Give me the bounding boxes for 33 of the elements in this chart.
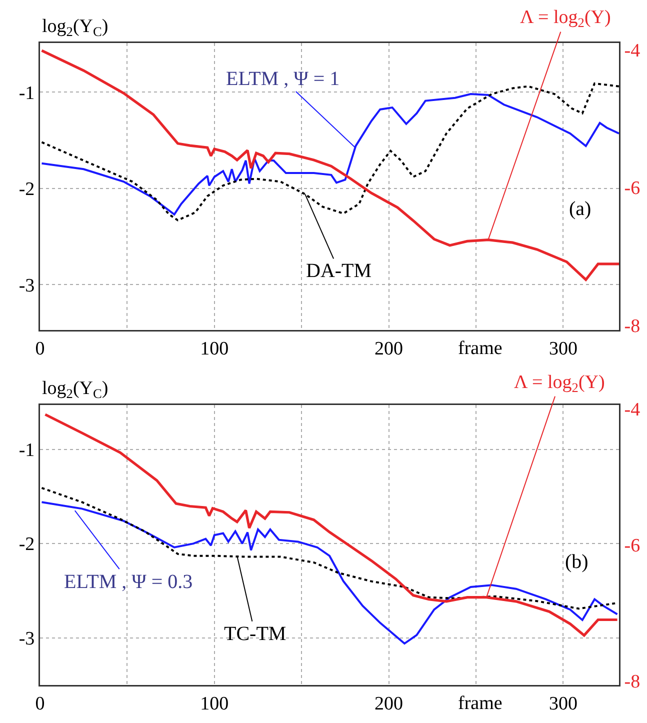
y-tick-label: -2: [18, 179, 35, 200]
x-tick-label: 100: [200, 693, 229, 714]
x-axis-title: frame: [458, 693, 502, 714]
y2-tick-label: -8: [624, 316, 640, 337]
y-tick-label: -3: [18, 628, 35, 650]
x-tick-label: 200: [374, 338, 404, 360]
x-tick-label: 0: [35, 338, 45, 360]
x-axis-title: frame: [458, 338, 502, 359]
y2-tick-label: -4: [624, 400, 641, 421]
line-series: [40, 501, 618, 645]
x-tick-label: 300: [548, 338, 578, 360]
y-tick-label: -1: [18, 82, 35, 104]
annotation: ELTM , Ψ = 0.3: [64, 571, 193, 593]
y-tick-label: -1: [18, 440, 35, 461]
y-axis-title: log$_{2}$(Y$_{C}$): [42, 16, 108, 39]
annotation: (a): [569, 198, 592, 220]
y2-tick-label: -6: [624, 536, 640, 557]
x-tick-label: 100: [200, 338, 229, 360]
y2-tick-label: -8: [624, 672, 640, 693]
y-tick-label: -2: [18, 534, 35, 556]
y2-tick-label: -6: [624, 178, 640, 200]
y2-axis-title: Λ = log$_{2}$(Y): [514, 372, 605, 395]
annotation: (b): [565, 551, 588, 573]
x-tick-label: 300: [548, 693, 578, 714]
annotation: TC-TM: [224, 623, 286, 645]
x-tick-label: 200: [374, 693, 404, 714]
y2-axis-title: Λ = log$_{2}$(Y): [520, 7, 611, 30]
y-axis-title: log$_{2}$(Y$_{C}$): [42, 378, 108, 401]
y2-tick-label: -4: [624, 40, 641, 62]
annotation: DA-TM: [306, 260, 372, 282]
y-tick-label: -3: [18, 275, 35, 296]
annotation: ELTM , Ψ = 1: [226, 68, 340, 90]
x-tick-label: 0: [35, 693, 45, 714]
